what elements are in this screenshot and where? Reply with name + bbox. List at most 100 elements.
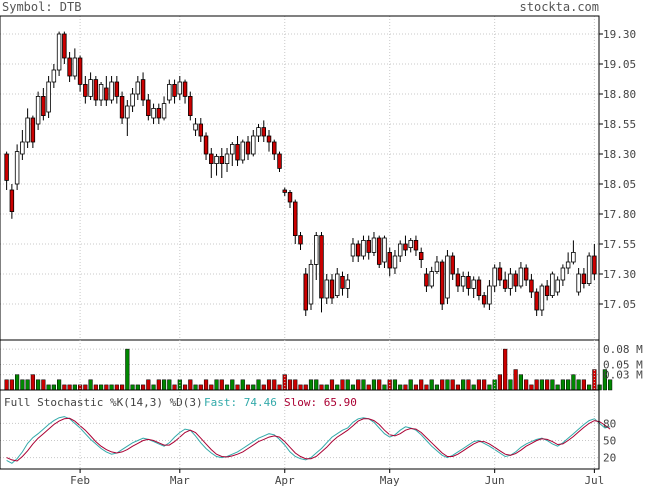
candle-body	[298, 235, 303, 245]
volume-bar	[36, 379, 41, 391]
candle-body	[177, 81, 183, 95]
volume-bar	[51, 384, 56, 391]
stochastic-tick-label: 50	[603, 435, 616, 448]
volume-bar	[109, 384, 114, 391]
volume-bar	[324, 384, 329, 391]
volume-bar	[224, 384, 230, 391]
candle-body	[172, 84, 177, 97]
candle-body	[345, 279, 350, 289]
volume-bar	[314, 379, 319, 391]
candle-body	[56, 33, 62, 71]
candle-body	[293, 201, 298, 236]
volume-bar	[550, 379, 555, 391]
candle-body	[109, 81, 114, 101]
candle-body	[460, 275, 466, 287]
candle-body	[539, 285, 545, 311]
candle-body	[392, 255, 398, 269]
candle-body	[497, 267, 503, 281]
volume-bar	[293, 379, 298, 391]
candle-body	[408, 239, 413, 248]
candle-body	[355, 243, 361, 257]
candle-body	[240, 141, 246, 161]
volume-bar	[529, 384, 534, 391]
volume-bar	[382, 384, 387, 391]
volume-bar	[335, 384, 340, 391]
candle-body	[471, 279, 476, 289]
volume-bar	[72, 384, 77, 391]
price-tick-label: 18.80	[603, 88, 636, 101]
candle-body	[287, 191, 293, 203]
volume-bar	[487, 384, 492, 391]
volume-bar	[429, 379, 434, 391]
volume-bar	[361, 379, 366, 391]
stochastic-tick-label: 80	[603, 417, 616, 430]
volume-bar	[608, 379, 613, 391]
volume-bar	[4, 379, 9, 391]
volume-bar	[235, 384, 240, 391]
candle-body	[371, 237, 377, 253]
candle-body	[586, 255, 592, 285]
candle-body	[135, 81, 141, 95]
candle-body	[25, 117, 30, 143]
volume-bar	[245, 384, 251, 391]
volume-bar	[482, 379, 487, 391]
volume-bar	[277, 384, 282, 391]
volume-bar	[93, 384, 98, 391]
volume-bar	[555, 384, 560, 391]
candle-body	[83, 84, 88, 97]
candle-body	[308, 263, 314, 305]
candle-body	[167, 84, 172, 101]
candle-body	[182, 81, 188, 97]
volume-bar	[219, 379, 224, 391]
candle-body	[466, 275, 471, 289]
volume-bar	[146, 379, 151, 391]
candle-body	[445, 255, 450, 299]
month-label: Jul	[584, 474, 604, 486]
x-axis: Feb Mar Apr May Jun Jul	[70, 340, 604, 486]
price-tick-label: 18.05	[603, 178, 636, 191]
candle-body	[397, 243, 403, 257]
candle-body	[41, 96, 46, 117]
candle-body	[20, 141, 25, 155]
volume-bar	[261, 384, 266, 391]
candle-body	[114, 81, 120, 97]
volume-bar	[9, 379, 14, 391]
volume-bar	[576, 379, 581, 391]
volume-bar	[466, 379, 471, 391]
price-axis: 19.30 19.05 18.80 18.55 18.30 18.05 17.80 17.55…	[599, 28, 636, 311]
volume-bar	[172, 384, 177, 391]
volume-bar	[209, 384, 214, 391]
volume-bar	[319, 384, 324, 391]
volume-bar	[41, 379, 46, 391]
volume-bar	[445, 379, 450, 391]
stochastic-tick-label: 20	[603, 452, 616, 465]
candle-body	[565, 261, 571, 269]
volume-bar	[398, 384, 403, 391]
volume-bar	[256, 379, 261, 391]
volume-tick-label: 0.08 M	[603, 343, 643, 356]
candle-body	[492, 267, 497, 287]
volume-bar	[161, 379, 167, 391]
stochastic-slow-line	[6, 417, 611, 462]
candle-body	[581, 273, 587, 285]
volume-bar	[67, 384, 72, 391]
volume-bar	[46, 384, 51, 391]
candle-body	[256, 127, 261, 137]
candle-body	[324, 279, 329, 299]
volume-bar	[198, 384, 203, 391]
candle-body	[151, 108, 156, 119]
volume-bar	[508, 379, 513, 391]
volume-bar	[587, 384, 592, 391]
candle-body	[93, 79, 99, 101]
volume-tick-label: 0.03 M	[603, 369, 643, 382]
volume-bar	[329, 379, 335, 391]
month-label: Feb	[70, 474, 90, 486]
stochastic-fast-label: Fast: 74.46	[204, 396, 277, 409]
candle-body	[4, 153, 9, 181]
volume-bar	[377, 379, 382, 391]
candle-body	[272, 141, 277, 155]
volume-bar	[534, 379, 539, 391]
candle-body	[51, 69, 57, 83]
candle-body	[88, 79, 93, 97]
volume-bar	[371, 379, 377, 391]
